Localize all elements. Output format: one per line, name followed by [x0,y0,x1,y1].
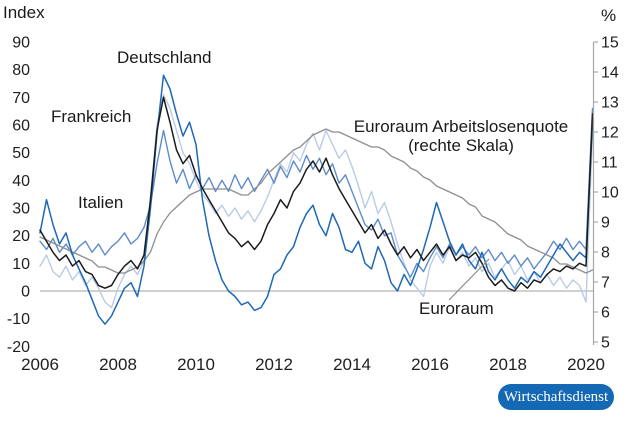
right-axis-tick-label: 10 [601,185,619,202]
right-axis-tick-label: 8 [601,245,610,262]
series-line-euroraum-arbeitslosenquote-rechte-skala [39,128,594,274]
left-axis-tick-label: -10 [7,311,30,328]
series-label-arbeitslosenquote-line2: (rechte Skala) [408,136,514,155]
left-axis-tick-label: 60 [12,117,30,134]
left-axis-tick-label: 20 [12,228,30,245]
right-axis-tick-label: 12 [601,125,619,142]
series-line-deutschland [39,74,594,325]
series-line-euroraum [39,96,594,292]
euroraum-callout-line [448,258,490,301]
series-label-deutschland: Deutschland [117,48,212,67]
tick-label-layer: 9080706050403020100-10-20151413121110987… [7,34,619,374]
x-axis-year-label: 2020 [567,355,605,374]
x-axis-year-label: 2014 [333,355,371,374]
series-label-euroraum: Euroraum [419,299,494,318]
series-line-italien [39,107,594,278]
right-axis-tick-label: 6 [601,305,610,322]
series-label-arbeitslosenquote-line1: Euroraum Arbeitslosenquote [353,117,569,136]
left-axis-tick-label: 40 [12,173,30,190]
series-label-italien: Italien [78,193,124,212]
left-axis-tick-label: 30 [12,200,30,217]
x-axis-year-label: 2008 [99,355,137,374]
right-axis-tick-label: 13 [601,95,619,112]
x-axis-year-label: 2018 [489,355,527,374]
left-axis-tick-label: 70 [12,90,30,107]
left-axis-tick-label: 50 [12,145,30,162]
right-axis-tick-label: 15 [601,35,619,52]
series-label-arbeitslosenquote: Euroraum Arbeitslosenquote (rechte Skala… [340,117,582,155]
right-axis-tick-label: 14 [601,65,619,82]
right-axis-title: % [601,6,617,25]
x-axis-year-label: 2010 [177,355,215,374]
x-axis-year-label: 2016 [411,355,449,374]
right-axis-tick-label: 9 [601,215,610,232]
left-axis-tick-label: 80 [12,62,30,79]
axis-layer [592,41,598,345]
series-label-frankreich: Frankreich [51,107,132,126]
left-axis-tick-label: 90 [12,34,30,51]
right-axis-tick-label: 5 [601,335,610,352]
left-axis-tick-label: -20 [7,339,30,356]
x-axis-year-label: 2012 [255,355,293,374]
right-axis-tick-label: 11 [601,155,618,172]
x-axis-year-label: 2006 [21,355,59,374]
series-layer [39,74,594,325]
wirtschaftsdienst-badge: Wirtschaftsdienst [498,384,614,410]
left-axis-tick-label: 10 [12,256,30,273]
right-axis-tick-label: 7 [601,275,610,292]
left-axis-title: Index [3,3,45,22]
left-axis-tick-label: 0 [21,284,30,301]
